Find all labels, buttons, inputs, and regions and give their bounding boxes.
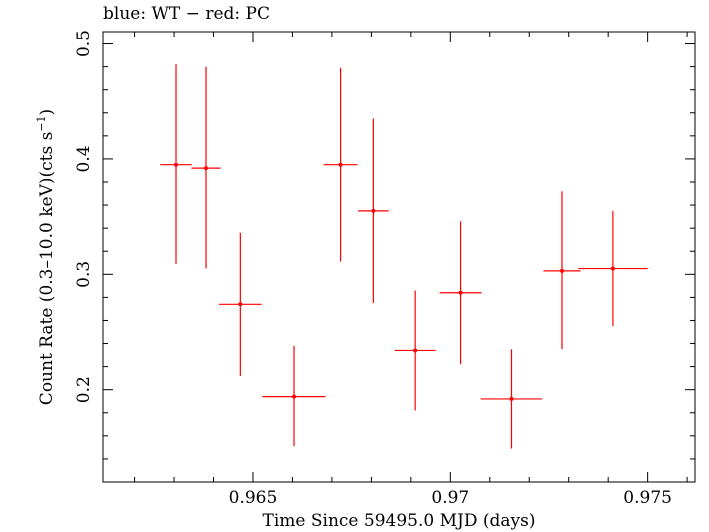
y-axis-label-end: ) xyxy=(37,109,57,116)
data-marker xyxy=(559,268,564,273)
data-point xyxy=(323,67,358,262)
data-points xyxy=(160,64,648,449)
data-point xyxy=(191,66,221,269)
y-tick-label: 0.3 xyxy=(74,261,94,288)
x-tick-label: 0.975 xyxy=(623,488,672,508)
axis-ticks xyxy=(103,32,695,482)
y-tick-label: 0.5 xyxy=(74,30,94,57)
x-tick-label: 0.965 xyxy=(229,488,278,508)
data-point xyxy=(439,221,482,365)
y-axis-label-main: Count Rate (0.3–10.0 keV)(cts s xyxy=(37,132,57,406)
x-axis-label: Time Since 59495.0 MJD (days) xyxy=(263,511,536,531)
data-point xyxy=(578,210,648,327)
data-marker xyxy=(238,302,243,307)
data-point xyxy=(219,232,262,376)
y-tick-label: 0.4 xyxy=(74,145,94,172)
data-point xyxy=(480,349,543,449)
data-marker xyxy=(204,166,209,171)
data-marker xyxy=(509,396,514,401)
plot-frame xyxy=(102,31,696,483)
y-tick-label: 0.2 xyxy=(74,376,94,403)
data-marker xyxy=(338,162,343,167)
data-marker xyxy=(610,266,615,271)
data-point xyxy=(357,118,389,304)
data-point xyxy=(543,191,581,350)
data-marker xyxy=(371,208,376,213)
data-marker xyxy=(174,162,179,167)
x-tick-label: 0.97 xyxy=(431,488,469,508)
data-point xyxy=(394,290,436,411)
data-point xyxy=(160,64,192,264)
data-point xyxy=(262,345,326,447)
chart-title: blue: WT − red: PC xyxy=(103,4,270,24)
data-marker xyxy=(413,348,418,353)
x-tick-labels: 0.965 0.97 0.975 xyxy=(229,488,672,508)
y-axis-label: Count Rate (0.3–10.0 keV)(cts s−1) xyxy=(35,109,57,405)
data-marker xyxy=(458,290,463,295)
y-axis-label-sup: −1 xyxy=(35,115,48,131)
y-tick-labels: 0.2 0.3 0.4 0.5 xyxy=(74,30,94,403)
data-marker xyxy=(292,394,297,399)
